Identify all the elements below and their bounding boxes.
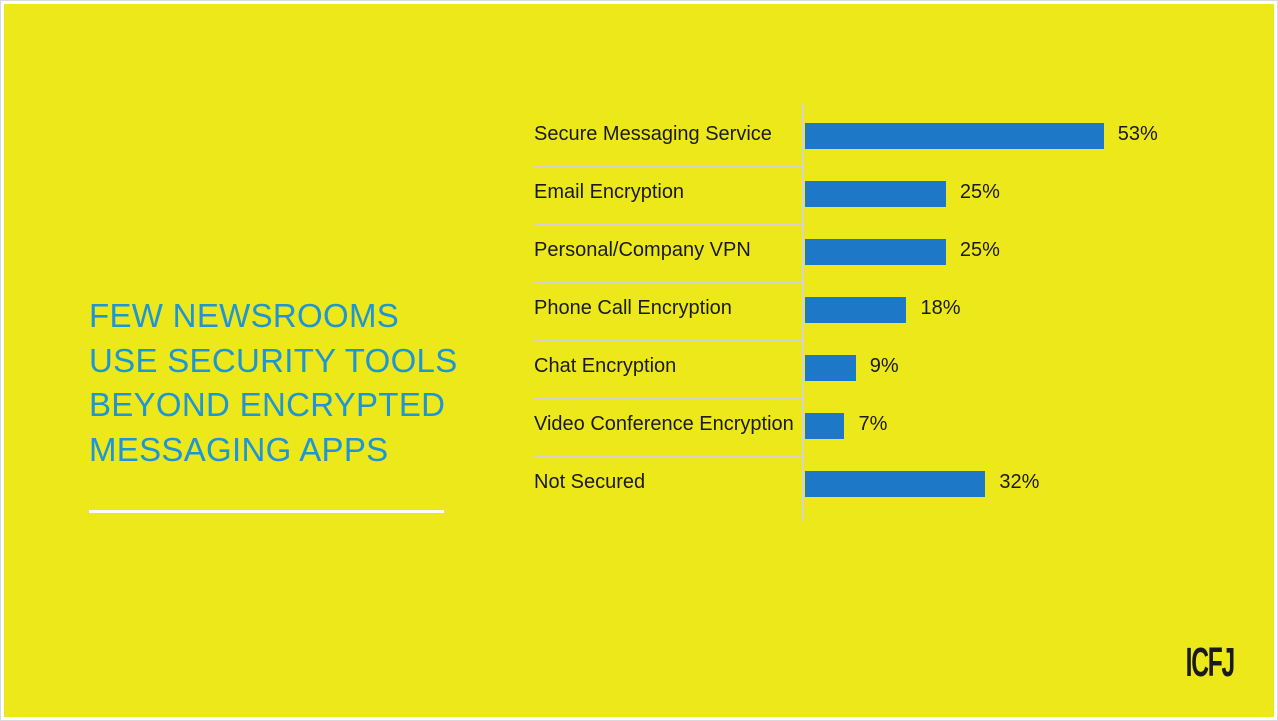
bar [805, 123, 1104, 149]
bar-value: 9% [870, 355, 899, 378]
bar-label: Secure Messaging Service [534, 123, 794, 146]
title-underline [89, 510, 444, 513]
bar-label: Email Encryption [534, 181, 794, 204]
bar-value: 7% [858, 413, 887, 436]
title-block: FEW NEWSROOMS USE SECURITY TOOLS BEYOND … [89, 294, 469, 513]
bar-chart: Secure Messaging Service 53% Email Encrypt… [534, 109, 1194, 515]
bar-value: 53% [1118, 123, 1158, 146]
bar-label: Phone Call Encryption [534, 297, 794, 320]
chart-row: Secure Messaging Service 53% [534, 109, 1194, 167]
bar-value: 25% [960, 239, 1000, 262]
chart-rows: Secure Messaging Service 53% Email Encrypt… [534, 109, 1194, 515]
chart-row: Chat Encryption 9% [534, 341, 1194, 399]
bar [805, 413, 844, 439]
bar-value: 18% [920, 297, 960, 320]
bar [805, 355, 856, 381]
chart-row: Video Conference Encryption 7% [534, 399, 1194, 457]
chart-row: Email Encryption 25% [534, 167, 1194, 225]
bar-value: 25% [960, 181, 1000, 204]
slide: FEW NEWSROOMS USE SECURITY TOOLS BEYOND … [4, 4, 1274, 717]
bar-value: 32% [999, 471, 1039, 494]
bar [805, 471, 985, 497]
chart-row: Phone Call Encryption 18% [534, 283, 1194, 341]
slide-title: FEW NEWSROOMS USE SECURITY TOOLS BEYOND … [89, 294, 469, 472]
icfj-logo: ICFJ [1186, 641, 1234, 687]
bar-label: Chat Encryption [534, 355, 794, 378]
bar-label: Not Secured [534, 471, 794, 494]
bar-label: Video Conference Encryption [534, 413, 794, 436]
bar [805, 297, 906, 323]
bar [805, 181, 946, 207]
bar-label: Personal/Company VPN [534, 239, 794, 262]
slide-frame: FEW NEWSROOMS USE SECURITY TOOLS BEYOND … [0, 0, 1278, 721]
chart-row: Not Secured 32% [534, 457, 1194, 515]
chart-row: Personal/Company VPN 25% [534, 225, 1194, 283]
bar [805, 239, 946, 265]
